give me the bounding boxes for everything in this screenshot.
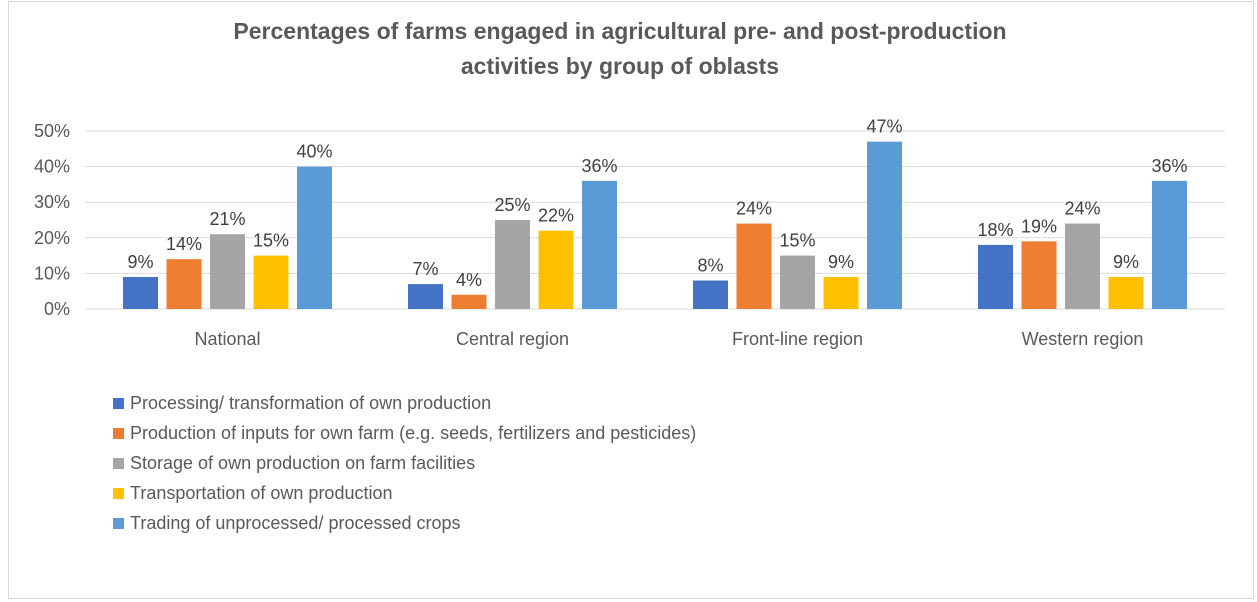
bar — [253, 255, 289, 309]
data-label: 15% — [779, 231, 815, 251]
bar — [736, 223, 772, 309]
data-label: 24% — [736, 199, 772, 219]
y-tick-label: 30% — [34, 192, 70, 212]
data-label: 40% — [296, 142, 332, 162]
y-tick-label: 50% — [34, 121, 70, 141]
legend-swatch — [113, 457, 124, 469]
bar — [582, 180, 617, 309]
y-tick-label: 20% — [34, 228, 70, 248]
y-tick-label: 0% — [44, 299, 70, 319]
data-label: 9% — [828, 252, 854, 272]
legend-label: Transportation of own production — [130, 482, 393, 503]
data-label: 36% — [1151, 156, 1187, 176]
bar — [495, 220, 530, 309]
bar — [210, 234, 245, 309]
legend-swatch — [113, 397, 124, 409]
data-label: 9% — [127, 252, 153, 272]
bar — [297, 166, 332, 309]
data-label: 14% — [166, 234, 202, 254]
legend-item: Trading of unprocessed/ processed crops — [113, 508, 696, 538]
bar — [1021, 241, 1057, 309]
legend-label: Trading of unprocessed/ processed crops — [130, 512, 461, 533]
legend-label: Production of inputs for own farm (e.g. … — [130, 422, 697, 443]
chart-legend: Processing/ transformation of own produc… — [113, 388, 696, 538]
bar — [408, 284, 443, 309]
y-tick-label: 40% — [34, 157, 70, 177]
legend-item: Storage of own production on farm facili… — [113, 448, 696, 478]
data-label: 19% — [1021, 216, 1057, 236]
data-label: 4% — [456, 270, 482, 290]
data-label: 22% — [538, 206, 574, 226]
legend-item: Production of inputs for own farm (e.g. … — [113, 418, 696, 448]
x-tick-label: Central region — [456, 329, 569, 349]
legend-label: Storage of own production on farm facili… — [130, 452, 476, 473]
legend-item: Processing/ transformation of own produc… — [113, 388, 696, 418]
data-label: 18% — [977, 220, 1013, 240]
data-label: 15% — [253, 231, 289, 251]
data-label: 36% — [581, 156, 617, 176]
x-tick-label: Western region — [1022, 329, 1144, 349]
bar — [123, 276, 158, 309]
legend-label: Processing/ transformation of own produc… — [130, 392, 492, 413]
data-label: 47% — [866, 117, 902, 137]
bar — [1065, 223, 1100, 309]
bar — [978, 244, 1013, 309]
bar — [451, 294, 487, 309]
chart-title-line-2: activities by group of oblasts — [460, 53, 780, 79]
data-label: 25% — [494, 195, 530, 215]
data-label: 24% — [1064, 199, 1100, 219]
bar — [166, 259, 202, 309]
bar — [1152, 180, 1187, 309]
data-label: 8% — [697, 256, 723, 276]
bar — [823, 276, 859, 309]
legend-swatch — [113, 487, 124, 499]
legend-swatch — [113, 517, 124, 529]
chart-title: Percentages of farms engaged in agricult… — [0, 14, 1240, 84]
data-label: 9% — [1113, 252, 1139, 272]
y-tick-label: 10% — [34, 263, 70, 283]
data-label: 7% — [412, 259, 438, 279]
chart-title-line-1: Percentages of farms engaged in agricult… — [233, 18, 1007, 44]
x-tick-label: Front-line region — [732, 329, 863, 349]
bar — [780, 255, 815, 309]
bar — [867, 141, 902, 309]
bar — [693, 280, 728, 309]
bar — [1108, 276, 1144, 309]
bar — [538, 230, 574, 309]
legend-item: Transportation of own production — [113, 478, 696, 508]
legend-swatch — [113, 427, 124, 439]
data-label: 21% — [209, 209, 245, 229]
x-tick-label: National — [194, 329, 260, 349]
